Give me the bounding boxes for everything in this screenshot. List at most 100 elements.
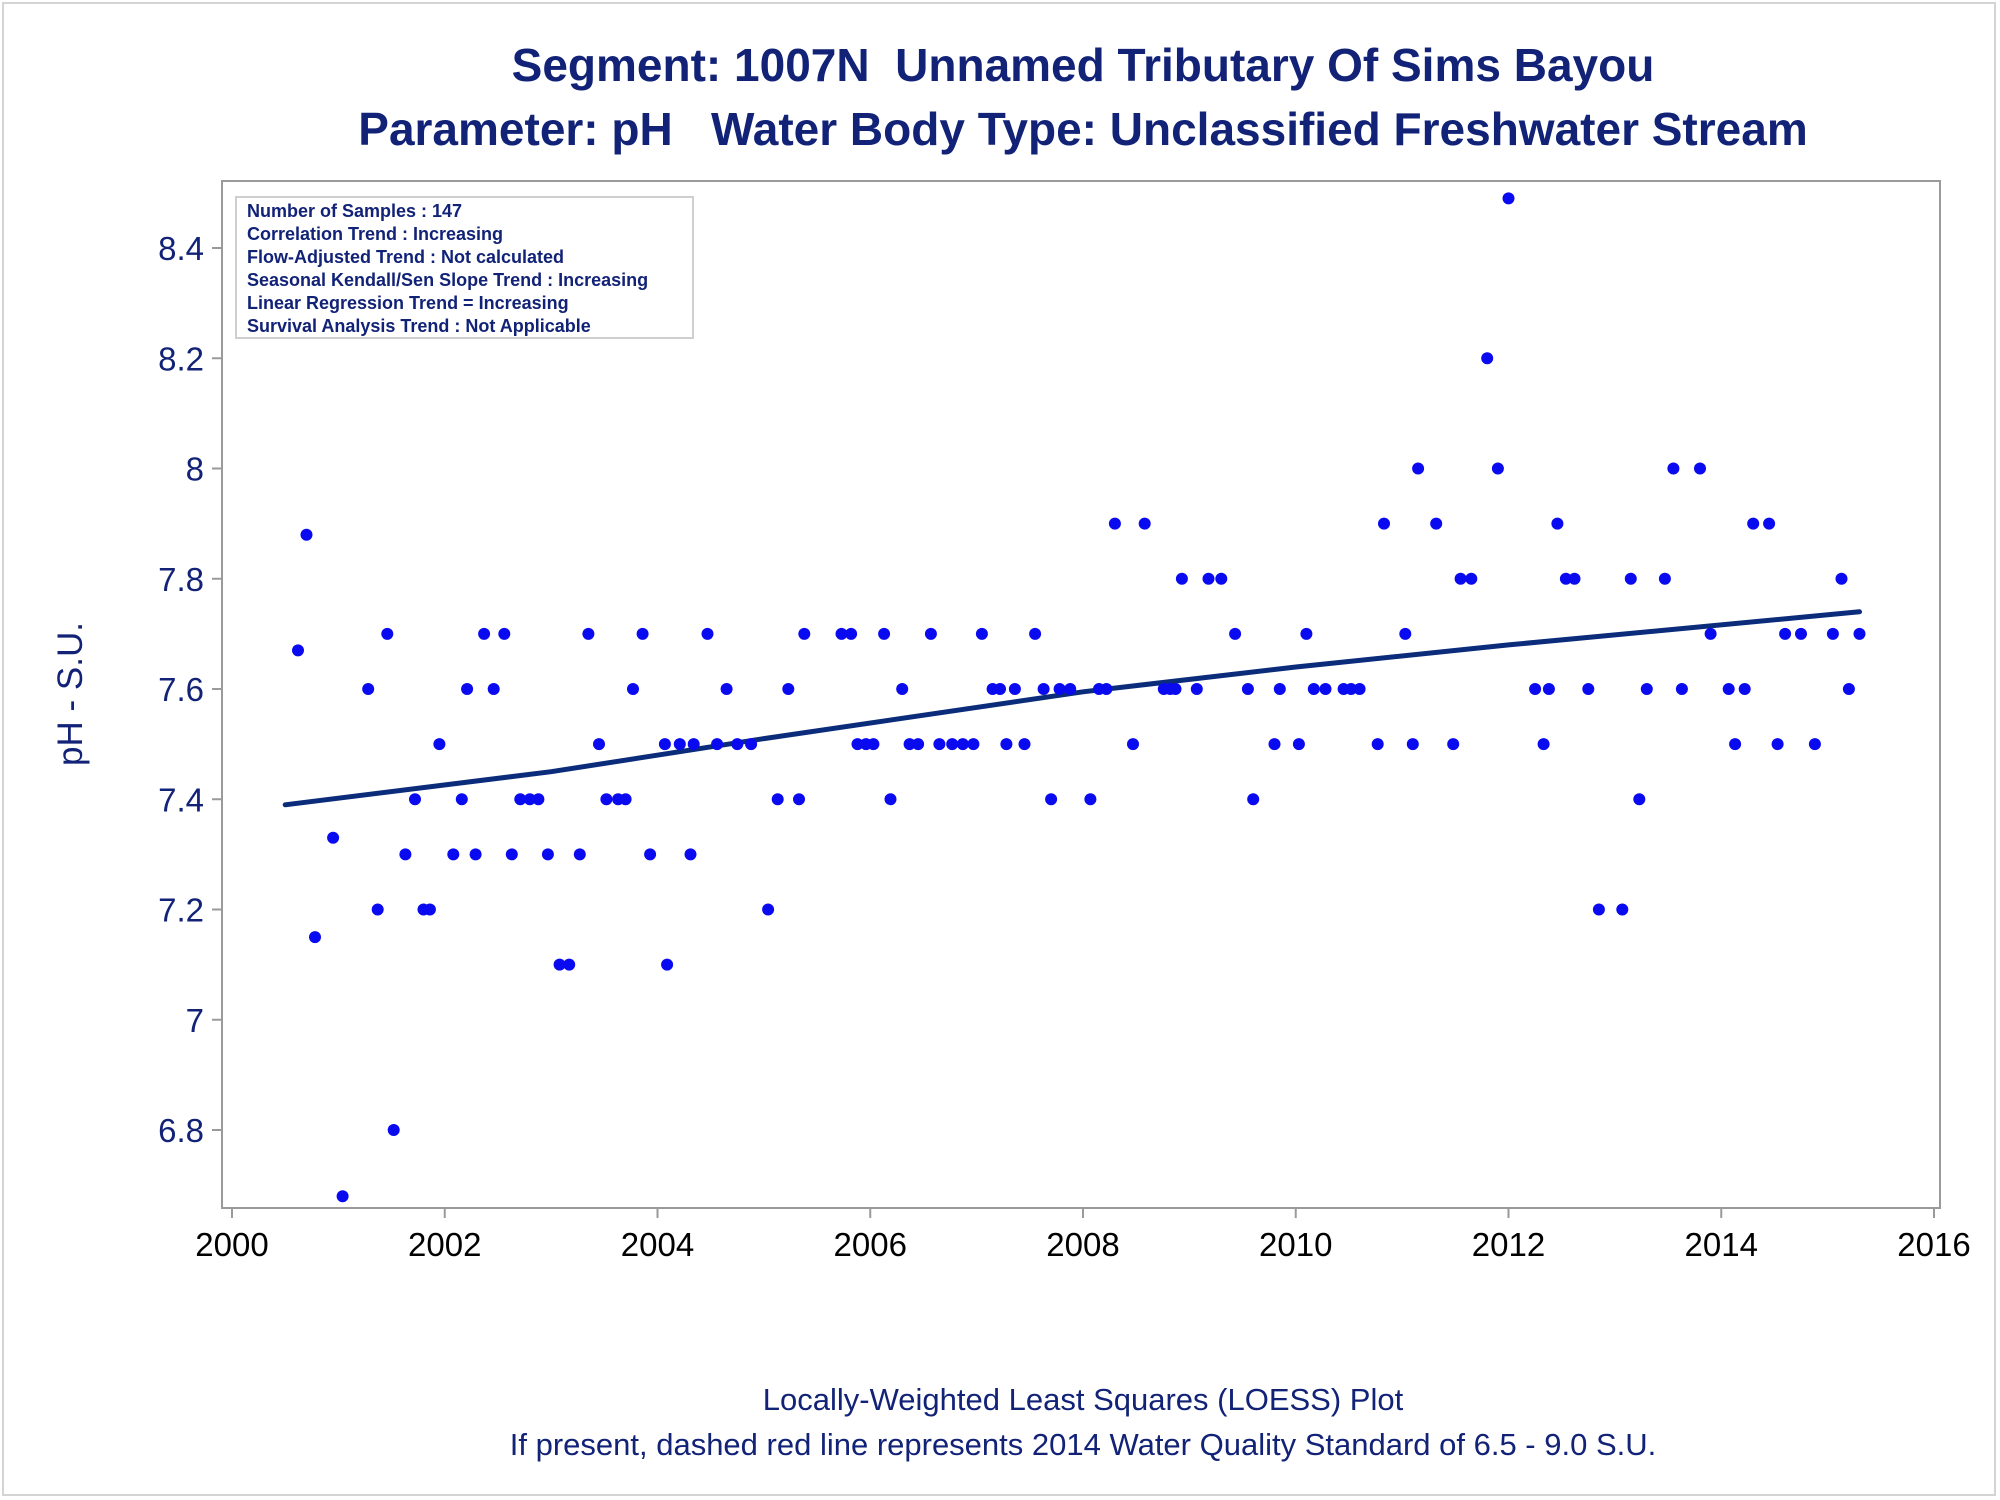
data-point — [461, 683, 474, 695]
data-point — [798, 627, 811, 640]
data-point — [433, 738, 446, 751]
data-point — [1529, 683, 1542, 695]
data-point — [1694, 462, 1706, 475]
data-point — [1842, 683, 1855, 695]
data-point — [300, 528, 313, 541]
data-point — [903, 738, 916, 751]
data-point — [975, 627, 988, 640]
data-point — [1633, 793, 1646, 806]
data-point — [644, 848, 657, 861]
data-point — [1551, 517, 1564, 530]
data-point — [1795, 627, 1807, 640]
data-point — [336, 1190, 349, 1203]
data-point — [1045, 793, 1058, 806]
trend-line-path — [282, 609, 1862, 808]
data-point — [1454, 572, 1467, 585]
data-point — [1537, 738, 1550, 751]
data-point — [399, 848, 412, 861]
data-point — [1729, 738, 1742, 751]
data-point — [701, 627, 714, 640]
data-point — [1064, 683, 1077, 695]
data-point — [884, 793, 897, 806]
data-point — [1771, 738, 1784, 751]
data-point — [1307, 683, 1320, 695]
y-tick-label: 8.2 — [158, 340, 204, 377]
x-tick-label: 2016 — [1897, 1226, 1970, 1263]
data-point — [1053, 683, 1066, 695]
data-point — [1582, 683, 1595, 695]
data-point — [673, 738, 686, 751]
data-point — [1658, 572, 1671, 585]
data-point — [851, 738, 864, 751]
data-point — [627, 683, 639, 695]
data-point — [1008, 683, 1021, 695]
data-point — [1412, 462, 1425, 475]
data-point — [793, 793, 805, 806]
data-point — [523, 793, 536, 806]
data-point — [1542, 683, 1555, 695]
data-point — [563, 958, 576, 971]
y-tick-label: 7 — [186, 1002, 204, 1039]
x-tick-label: 2008 — [1046, 1226, 1119, 1263]
data-point — [327, 831, 340, 844]
loess-trend-line — [282, 609, 1862, 808]
data-point — [1190, 683, 1203, 695]
y-tick-label: 8 — [186, 451, 204, 488]
data-point — [553, 958, 566, 971]
footnote-standard: If present, dashed red line represents 2… — [509, 1427, 1657, 1462]
data-point — [762, 903, 775, 916]
data-point — [720, 683, 733, 695]
data-point — [1300, 627, 1313, 640]
data-point — [371, 903, 384, 916]
data-point — [636, 627, 649, 640]
data-point — [447, 848, 460, 861]
data-point — [1430, 517, 1443, 530]
x-tick-label: 2000 — [195, 1226, 268, 1263]
data-point — [878, 627, 891, 640]
y-axis-label: pH - S.U. — [51, 622, 90, 766]
data-point — [600, 793, 613, 806]
data-point — [1826, 627, 1839, 640]
y-axis: 6.8 7 7.2 7.4 7.6 7.8 8 8.2 8.4 — [158, 230, 222, 1149]
data-point — [1241, 683, 1254, 695]
data-point — [1371, 738, 1384, 751]
data-point — [478, 627, 491, 640]
data-point — [487, 683, 500, 695]
data-point — [1481, 352, 1494, 365]
data-point — [1763, 517, 1776, 530]
data-point — [946, 738, 959, 751]
stat-flow-adjusted-trend: Flow-Adjusted Trend : Not calculated — [247, 247, 564, 267]
data-point — [1353, 683, 1366, 695]
data-point — [1722, 683, 1735, 695]
data-point — [1029, 627, 1042, 640]
data-point — [1624, 572, 1637, 585]
stat-seasonal-kendall-trend: Seasonal Kendall/Sen Slope Trend : Incre… — [247, 270, 648, 290]
data-point — [292, 644, 304, 657]
data-point — [731, 738, 744, 751]
data-point — [1675, 683, 1688, 695]
data-point — [967, 738, 980, 751]
data-point — [1202, 572, 1215, 585]
data-point — [514, 793, 527, 806]
data-point — [1000, 738, 1013, 751]
data-point — [541, 848, 554, 861]
data-point — [933, 738, 946, 751]
data-point — [1502, 192, 1515, 205]
data-point — [1406, 738, 1419, 751]
data-point — [387, 1124, 400, 1136]
data-point — [711, 738, 724, 751]
x-tick-label: 2014 — [1685, 1226, 1758, 1263]
stat-survival-analysis-trend: Survival Analysis Trend : Not Applicable — [247, 316, 591, 336]
data-point — [1273, 683, 1286, 695]
data-point — [658, 738, 671, 751]
data-point — [1853, 627, 1866, 640]
data-point — [1559, 572, 1572, 585]
data-point — [532, 793, 545, 806]
data-point — [684, 848, 697, 861]
data-point — [1345, 683, 1358, 695]
data-point — [1215, 572, 1228, 585]
data-point — [582, 627, 595, 640]
data-point — [845, 627, 858, 640]
data-point — [924, 627, 937, 640]
